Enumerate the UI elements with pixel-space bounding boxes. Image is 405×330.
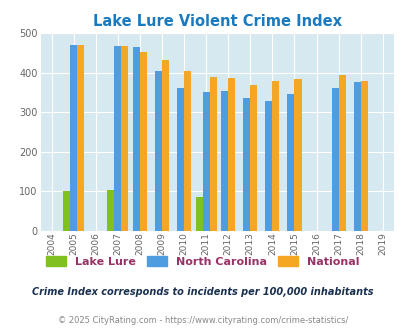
Bar: [360, 81, 367, 231]
Bar: [132, 47, 140, 231]
Bar: [265, 101, 272, 231]
Bar: [63, 191, 70, 231]
Text: © 2025 CityRating.com - https://www.cityrating.com/crime-statistics/: © 2025 CityRating.com - https://www.city…: [58, 316, 347, 325]
Bar: [294, 79, 301, 231]
Bar: [353, 82, 360, 231]
Bar: [250, 85, 257, 231]
Bar: [331, 88, 338, 231]
Bar: [221, 91, 228, 231]
Bar: [121, 46, 128, 231]
Bar: [107, 190, 114, 231]
Text: Crime Index corresponds to incidents per 100,000 inhabitants: Crime Index corresponds to incidents per…: [32, 287, 373, 297]
Bar: [177, 88, 183, 231]
Bar: [287, 94, 294, 231]
Bar: [114, 47, 121, 231]
Bar: [338, 75, 345, 231]
Bar: [70, 45, 77, 231]
Title: Lake Lure Violent Crime Index: Lake Lure Violent Crime Index: [92, 14, 341, 29]
Bar: [272, 81, 279, 231]
Bar: [77, 45, 84, 231]
Legend: Lake Lure, North Carolina, National: Lake Lure, North Carolina, National: [43, 253, 362, 270]
Bar: [155, 71, 162, 231]
Bar: [195, 197, 202, 231]
Bar: [243, 98, 250, 231]
Bar: [162, 60, 168, 231]
Bar: [209, 77, 216, 231]
Bar: [140, 51, 147, 231]
Bar: [228, 78, 235, 231]
Bar: [183, 71, 191, 231]
Bar: [202, 92, 209, 231]
